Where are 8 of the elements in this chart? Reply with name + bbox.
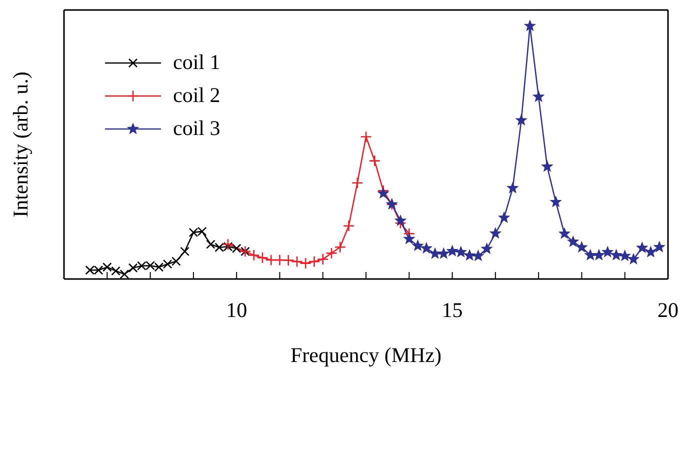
x-tick-label: 10 bbox=[226, 298, 248, 322]
x-tick-label: 20 bbox=[658, 298, 678, 322]
legend-label: coil 1 bbox=[173, 50, 220, 75]
legend-label: coil 3 bbox=[173, 116, 220, 141]
y-axis-title: Intensity (arb. u.) bbox=[8, 72, 32, 218]
x-tick-label: 15 bbox=[442, 298, 463, 322]
x-axis-title: Frequency (MHz) bbox=[290, 343, 442, 367]
legend-label: coil 2 bbox=[173, 83, 220, 108]
